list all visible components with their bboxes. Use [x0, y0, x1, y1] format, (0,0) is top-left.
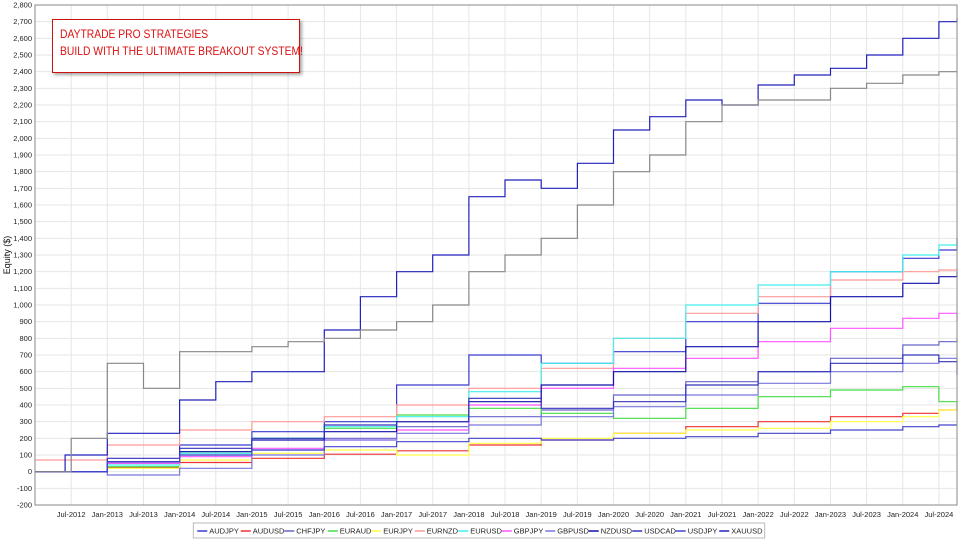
legend-label: USDJPY: [688, 527, 718, 536]
y-tick-label: 1,000: [13, 301, 32, 310]
legend-label: EURUSD: [470, 527, 502, 536]
x-tick-label: Jul-2017: [418, 510, 447, 519]
x-tick-label: Jan-2024: [887, 510, 918, 519]
series-line-eurnzd: [35, 268, 958, 461]
x-tick-label: Jan-2017: [381, 510, 412, 519]
x-tick-label: Jan-2019: [526, 510, 557, 519]
legend-label: EURAUD: [340, 527, 372, 536]
x-tick-label: Jan-2013: [92, 510, 123, 519]
legend-box: [192, 522, 766, 539]
x-tick-label: Jul-2018: [491, 510, 520, 519]
series-lines: [35, 18, 958, 476]
series-line-usdcad: [35, 354, 958, 473]
x-tick-label: Jul-2024: [925, 510, 954, 519]
x-tick-label: Jan-2022: [742, 510, 773, 519]
banner-line-2: BUILD WITH THE ULTIMATE BREAKOUT SYSTEM!: [60, 44, 303, 58]
y-tick-label: 100: [19, 451, 32, 460]
series-line-eurusd: [35, 241, 958, 473]
y-tick-label: 2,000: [13, 134, 32, 143]
series-line-unlabeled: [35, 71, 957, 473]
y-tick-label: 2,600: [13, 34, 32, 43]
legend-label: USDCAD: [644, 527, 676, 536]
y-tick-label: 500: [19, 384, 32, 393]
legend-label: GBPJPY: [514, 527, 544, 536]
y-tick-label: 400: [19, 401, 32, 410]
legend: AUDJPY AUDUSD CHFJPY EURAUD EURJPY EURNZD EURU…: [192, 522, 766, 539]
y-tick-label: 300: [19, 417, 32, 426]
y-tick-label: 1,600: [13, 201, 32, 210]
x-tick-label: Jul-2014: [201, 510, 230, 519]
plot-frame: [34, 4, 958, 506]
legend-label: AUDJPY: [209, 527, 239, 536]
x-tick-label: Jan-2021: [670, 510, 701, 519]
x-tick-label: Jan-2020: [598, 510, 629, 519]
x-tick-label: Jul-2020: [635, 510, 664, 519]
x-tick-label: Jul-2015: [274, 510, 303, 519]
series-line-gbpusd: [35, 357, 958, 476]
y-tick-label: 1,400: [13, 234, 32, 243]
y-tick-label: 900: [19, 317, 32, 326]
x-tick-label: Jul-2013: [129, 510, 158, 519]
x-tick-label: Jul-2022: [780, 510, 809, 519]
x-axis-ticks: Jul-2012 Jan-2013 Jul-2013 Jan-2014 Jul-2014…: [57, 510, 954, 519]
y-tick-label: 1,500: [13, 217, 32, 226]
series-line-nzdusd: [35, 271, 958, 473]
y-tick-label: 1,700: [13, 184, 32, 193]
y-tick-label: 1,800: [13, 167, 32, 176]
y-tick-label: 2,400: [13, 67, 32, 76]
y-tick-label: 700: [19, 351, 32, 360]
legend-label: XAUUSD: [731, 527, 763, 536]
legend-label: NZDUSD: [601, 527, 633, 536]
y-axis-label: Equity ($): [2, 236, 12, 275]
banner-line-1: DAYTRADE PRO STRATEGIES: [60, 27, 209, 41]
y-tick-label: 2,800: [13, 1, 32, 10]
x-tick-label: Jan-2015: [236, 510, 267, 519]
y-tick-label: 0: [28, 467, 32, 476]
x-tick-label: Jan-2016: [309, 510, 340, 519]
y-tick-label: 800: [19, 334, 32, 343]
x-tick-label: Jul-2016: [346, 510, 375, 519]
legend-label: GBPUSD: [557, 527, 589, 536]
promo-banner: DAYTRADE PRO STRATEGIES BUILD WITH THE U…: [52, 19, 303, 73]
y-tick-label: 2,500: [13, 51, 32, 60]
legend-label: AUDUSD: [253, 527, 285, 536]
legend-label: CHFJPY: [296, 527, 325, 536]
y-tick-label: 200: [19, 434, 32, 443]
y-tick-label: 2,300: [13, 84, 32, 93]
y-tick-label: 600: [19, 367, 32, 376]
x-tick-label: Jul-2021: [708, 510, 737, 519]
series-line-xauusd: [35, 18, 958, 473]
y-tick-label: 2,200: [13, 101, 32, 110]
y-tick-label: 1,300: [13, 251, 32, 260]
y-axis-ticks: -200 -100 0 100 200 300 400 500 600 700 800 900 1,00…: [13, 1, 32, 510]
y-tick-label: -100: [17, 484, 32, 493]
y-tick-label: 1,200: [13, 267, 32, 276]
grid-lines: [35, 4, 957, 506]
x-tick-label: Jul-2012: [57, 510, 86, 519]
x-tick-label: Jan-2023: [815, 510, 846, 519]
series-line-euraud: [35, 386, 958, 473]
x-tick-label: Jan-2014: [164, 510, 195, 519]
x-tick-label: Jan-2018: [453, 510, 484, 519]
y-tick-label: 1,100: [13, 284, 32, 293]
y-tick-label: 2,700: [13, 17, 32, 26]
y-tick-label: 2,100: [13, 117, 32, 126]
series-line-gbpjpy: [35, 312, 958, 473]
x-tick-label: Jul-2023: [852, 510, 881, 519]
series-line-usdjpy: [35, 424, 957, 473]
legend-label: EURNZD: [427, 527, 459, 536]
y-tick-label: -200: [17, 501, 32, 510]
y-tick-label: 1,900: [13, 151, 32, 160]
legend-label: EURJPY: [383, 527, 413, 536]
x-tick-label: Jul-2019: [563, 510, 592, 519]
